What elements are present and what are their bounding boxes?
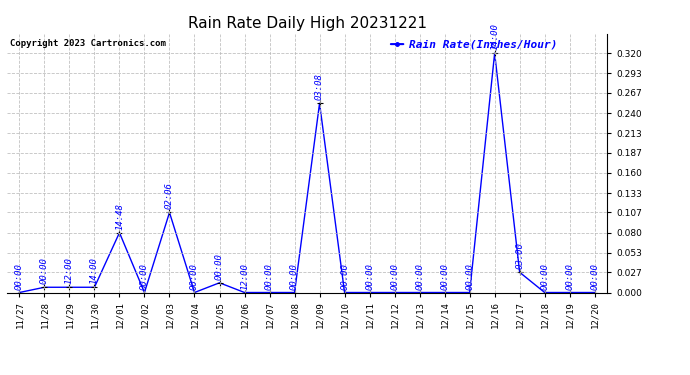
Text: 00:00: 00:00 [465,262,474,290]
Text: 00:00: 00:00 [440,262,449,290]
Text: 00:00: 00:00 [390,262,399,290]
Text: 00:00: 00:00 [40,257,49,284]
Text: 00:00: 00:00 [340,262,349,290]
Text: 12:00: 12:00 [240,262,249,290]
Text: 00:00: 00:00 [415,262,424,290]
Text: 00:00: 00:00 [590,262,599,290]
Text: 14:00: 14:00 [490,23,499,50]
Text: 14:00: 14:00 [90,257,99,284]
Text: 00:00: 00:00 [365,262,374,290]
Text: 02:06: 02:06 [165,183,174,210]
Text: 00:00: 00:00 [290,262,299,290]
Text: 00:00: 00:00 [15,262,24,290]
Text: 03:08: 03:08 [315,74,324,100]
Text: Copyright 2023 Cartronics.com: Copyright 2023 Cartronics.com [10,39,166,48]
Text: 00:00: 00:00 [565,262,574,290]
Title: Rain Rate Daily High 20231221: Rain Rate Daily High 20231221 [188,16,426,31]
Text: 12:00: 12:00 [65,257,74,284]
Text: 00:00: 00:00 [215,253,224,280]
Text: 00:00: 00:00 [265,262,274,290]
Text: 00:00: 00:00 [190,262,199,290]
Text: 14:48: 14:48 [115,203,124,229]
Text: Rain Rate(Inches/Hour): Rain Rate(Inches/Hour) [409,39,558,49]
Text: 00:00: 00:00 [540,262,549,290]
Text: 03:00: 03:00 [515,243,524,269]
Text: 00:00: 00:00 [140,262,149,290]
